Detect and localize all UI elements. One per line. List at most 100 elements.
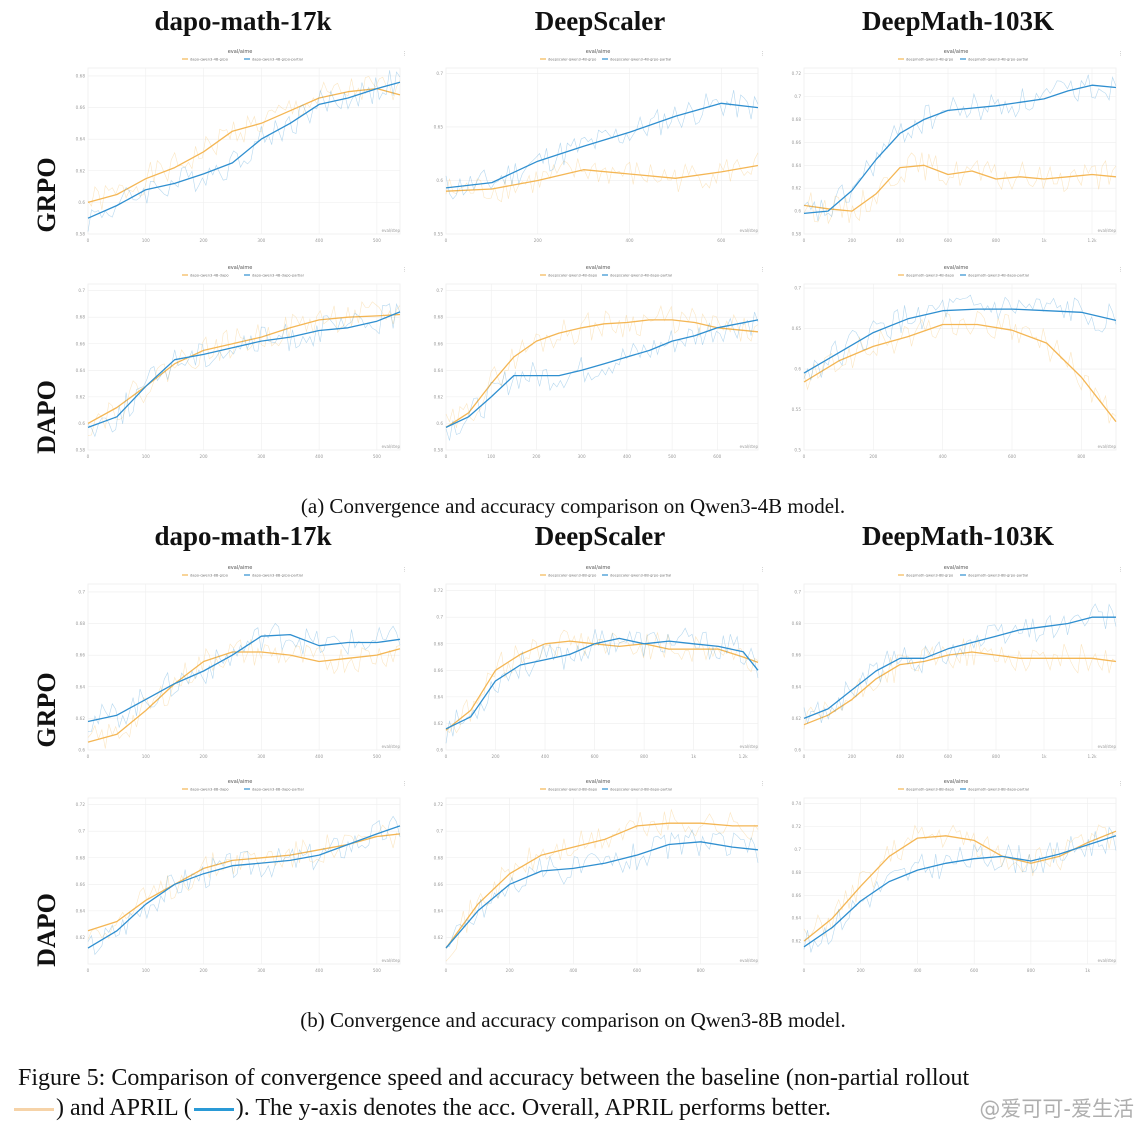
- chart-title: eval/aime: [944, 265, 969, 271]
- figure-caption: Figure 5: Comparison of convergence spee…: [14, 1063, 1130, 1123]
- y-tick-label: 0.66: [434, 668, 444, 673]
- row-label-b-dapo: DAPO: [32, 893, 61, 967]
- y-tick-label: 0.68: [76, 855, 86, 860]
- x-tick-label: 400: [315, 238, 323, 243]
- chart-svg: eval/aime ⋮ dapo-qwen3-4B-dapo dapo-qwen3-4…: [76, 265, 407, 459]
- menu-icon: ⋮: [402, 781, 407, 787]
- y-tick-label: 0.62: [76, 394, 86, 399]
- y-tick-label: 0.66: [76, 341, 86, 346]
- chart-title: eval/aime: [944, 565, 969, 571]
- column-title-b-1: dapo-math-17k: [154, 521, 332, 551]
- x-tick-label: 500: [373, 454, 381, 459]
- chart-panel: eval/aime ⋮ dapo-qwen3-4B-grpo dapo-qwen3-4…: [68, 46, 412, 250]
- chart-title: eval/aime: [586, 565, 611, 571]
- legend-label: dapo-qwen3-4B-grpo-partial: [252, 58, 303, 62]
- y-tick-label: 0.62: [792, 939, 802, 944]
- x-tick-label: 0: [87, 754, 90, 759]
- x-tick-label: 500: [668, 454, 676, 459]
- chart-panel: eval/aime ⋮ deepscaler-qwen3-4B-grpo deepsc…: [426, 46, 770, 250]
- plot-area: [87, 797, 401, 965]
- x-tick-label: 600: [970, 968, 978, 973]
- menu-icon: ⋮: [1118, 781, 1123, 787]
- x-tick-label: 0: [803, 754, 806, 759]
- x-tick-label: 400: [896, 238, 904, 243]
- y-tick-label: 0.68: [76, 73, 86, 78]
- y-tick-label: 0.58: [76, 448, 86, 453]
- y-tick-label: 0.68: [792, 621, 802, 626]
- x-tick-label: 0: [445, 754, 448, 759]
- raw-trace: [445, 627, 759, 744]
- x-axis-label: eval/step: [740, 228, 759, 233]
- x-axis-label: eval/step: [1098, 444, 1117, 449]
- x-tick-label: 800: [1027, 968, 1035, 973]
- y-tick-label: 0.65: [434, 124, 444, 129]
- y-tick-label: 0.5: [794, 448, 801, 453]
- y-tick-label: 0.7: [794, 94, 801, 99]
- series-line: [803, 830, 1117, 942]
- raw-trace: [803, 603, 1117, 724]
- chart-svg: eval/aime ⋮ deepscaler-qwen3-4B-dapo deepsc…: [434, 265, 765, 459]
- series-line: [445, 319, 759, 428]
- row-label-b-grpo: GRPO: [32, 672, 61, 748]
- series-line: [803, 651, 1117, 726]
- subcaption-b: (b) Convergence and accuracy comparison …: [300, 1008, 846, 1032]
- legend-label: deepscaler-qwen3-4B-dapo-partial: [610, 274, 672, 278]
- x-tick-label: 1.2k: [1087, 754, 1097, 759]
- x-tick-label: 0: [803, 238, 806, 243]
- chart-title: eval/aime: [586, 779, 611, 785]
- x-tick-label: 400: [913, 968, 921, 973]
- y-tick-label: 0.64: [76, 684, 86, 689]
- x-tick-label: 0: [87, 968, 90, 973]
- raw-trace: [87, 639, 401, 749]
- x-tick-label: 1k: [691, 754, 697, 759]
- chart-title: eval/aime: [944, 49, 969, 55]
- legend-label: deepmath-qwen3-4B-dapo: [906, 274, 954, 278]
- legend-label: dapo-qwen3-4B-dapo-partial: [252, 274, 304, 278]
- figure-caption-line2: ) and APRIL (). The y-axis denotes the a…: [12, 1093, 1130, 1123]
- y-tick-label: 0.66: [434, 341, 444, 346]
- menu-icon: ⋮: [760, 567, 765, 573]
- x-tick-label: 0: [87, 454, 90, 459]
- x-tick-label: 300: [257, 754, 265, 759]
- y-tick-label: 0.62: [434, 935, 444, 940]
- y-tick-label: 0.62: [792, 186, 802, 191]
- x-axis-label: eval/step: [1098, 228, 1117, 233]
- chart-svg: eval/aime ⋮ dapo-qwen3-8B-dapo dapo-qwen3-8…: [76, 779, 407, 973]
- raw-trace: [445, 152, 759, 203]
- legend-label: deepscaler-qwen3-4B-grpo: [548, 58, 596, 62]
- y-tick-label: 0.66: [76, 105, 86, 110]
- x-tick-label: 400: [315, 754, 323, 759]
- x-tick-label: 200: [857, 968, 865, 973]
- y-tick-label: 0.65: [792, 326, 802, 331]
- y-tick-label: 0.64: [76, 908, 86, 913]
- y-tick-label: 0.72: [434, 588, 444, 593]
- raw-trace: [803, 74, 1117, 222]
- y-tick-label: 0.7: [794, 286, 801, 291]
- x-tick-label: 600: [591, 754, 599, 759]
- x-tick-label: 100: [487, 454, 495, 459]
- y-tick-label: 0.74: [792, 801, 802, 806]
- x-tick-label: 400: [315, 968, 323, 973]
- chart-title: eval/aime: [228, 265, 253, 271]
- raw-trace: [803, 152, 1117, 225]
- plot-area: [803, 797, 1117, 965]
- chart-svg: eval/aime ⋮ deepmath-qwen3-8B-dapo deepmath…: [792, 779, 1123, 973]
- series-line: [803, 164, 1117, 212]
- raw-trace: [87, 301, 401, 436]
- x-tick-label: 500: [373, 754, 381, 759]
- raw-trace: [87, 815, 401, 956]
- legend-label: deepscaler-qwen3-8B-grpo: [548, 574, 596, 578]
- legend-label: deepmath-qwen3-8B-dapo: [906, 788, 954, 792]
- x-tick-label: 400: [569, 968, 577, 973]
- y-tick-label: 0.68: [76, 621, 86, 626]
- y-tick-label: 0.7: [436, 288, 443, 293]
- x-tick-label: 100: [142, 238, 150, 243]
- menu-icon: ⋮: [402, 567, 407, 573]
- y-tick-label: 0.68: [792, 117, 802, 122]
- x-tick-label: 300: [578, 454, 586, 459]
- plot-area: [445, 283, 759, 451]
- legend-label: deepscaler-qwen3-4B-dapo: [548, 274, 597, 278]
- x-tick-label: 500: [373, 238, 381, 243]
- x-tick-label: 0: [803, 968, 806, 973]
- x-tick-label: 200: [492, 754, 500, 759]
